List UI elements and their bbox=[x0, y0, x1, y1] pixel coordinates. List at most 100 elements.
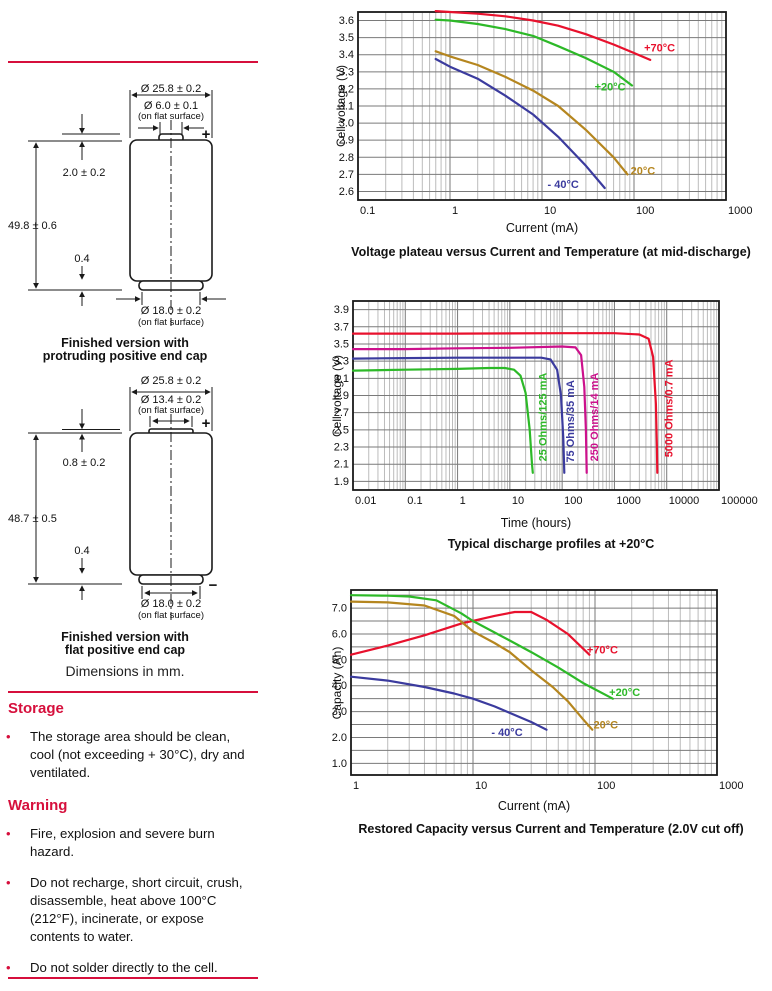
dim-cap-diameter-note: (on flat surface) bbox=[138, 111, 204, 122]
series-curve bbox=[349, 675, 548, 731]
x-tick-label: 0.01 bbox=[355, 495, 376, 507]
bullet-icon: • bbox=[6, 875, 11, 890]
figure2-caption-line2: flat positive end cap bbox=[64, 643, 186, 657]
list-item: • Do not solder directly to the cell. bbox=[6, 959, 254, 977]
dim-cap-diameter: Ø 13.4 ± 0.2 bbox=[141, 394, 201, 406]
chart3-title: Restored Capacity versus Current and Tem… bbox=[358, 822, 744, 836]
y-tick-label: 1.0 bbox=[332, 758, 347, 770]
figure1-caption-line2: protruding positive end cap bbox=[42, 349, 208, 363]
bullet-icon: • bbox=[6, 729, 11, 744]
y-tick-label: 3.5 bbox=[334, 338, 349, 350]
dim-outer-diameter: Ø 25.8 ± 0.2 bbox=[141, 375, 201, 387]
warning-heading: Warning bbox=[8, 797, 68, 814]
figure2-caption-line1: Finished version with bbox=[61, 630, 189, 644]
storage-list: • The storage area should be clean, cool… bbox=[6, 728, 254, 795]
chart3-x-axis-label: Current (mA) bbox=[497, 799, 571, 813]
list-item: • Do not recharge, short circuit, crush,… bbox=[6, 874, 254, 946]
y-tick-label: 7.0 bbox=[332, 603, 347, 615]
x-tick-label: 0.1 bbox=[407, 495, 422, 507]
x-tick-label: 100000 bbox=[721, 495, 758, 507]
bottom-rule bbox=[8, 977, 258, 979]
dim-base-step: 0.4 bbox=[74, 545, 89, 557]
dim-base-diameter-note: (on flat surface) bbox=[138, 610, 204, 621]
y-tick-label: 2.0 bbox=[332, 732, 347, 744]
list-item: • Fire, explosion and severe burn hazard… bbox=[6, 825, 254, 861]
plus-terminal-sign: + bbox=[202, 126, 211, 143]
y-tick-label: 3.4 bbox=[339, 49, 354, 61]
dimensions-note: Dimensions in mm. bbox=[65, 663, 185, 679]
y-tick-label: 3.0 bbox=[339, 118, 354, 130]
storage-heading: Storage bbox=[8, 700, 64, 717]
list-item: • The storage area should be clean, cool… bbox=[6, 728, 254, 782]
series-curve bbox=[351, 366, 534, 474]
series-curve bbox=[434, 50, 629, 176]
x-tick-label: 1000 bbox=[719, 780, 743, 792]
x-tick-label: 1 bbox=[460, 495, 466, 507]
y-tick-label: 2.5 bbox=[334, 424, 349, 436]
y-tick-label: 2.9 bbox=[334, 390, 349, 402]
battery-figure-flat: Ø 25.8 ± 0.2 Ø 13.4 ± 0.2 (on flat surfa… bbox=[8, 375, 218, 621]
x-tick-label: 100 bbox=[597, 780, 615, 792]
y-tick-label: 2.8 bbox=[339, 152, 354, 164]
dim-base-diameter: Ø 18.0 ± 0.2 bbox=[141, 598, 201, 610]
x-tick-label: 1000 bbox=[728, 205, 752, 216]
chart2-title: Typical discharge profiles at +20°C bbox=[447, 537, 655, 551]
y-tick-label: 3.2 bbox=[339, 83, 354, 95]
series-label: +70°C bbox=[587, 644, 618, 656]
series-label: - 20°C bbox=[624, 165, 655, 177]
storage-rule bbox=[8, 691, 258, 693]
y-tick-label: 2.1 bbox=[334, 459, 349, 471]
series-curve bbox=[349, 594, 614, 700]
series-label: +20°C bbox=[595, 82, 626, 94]
y-tick-label: 1.9 bbox=[334, 476, 349, 488]
discharge-profiles-chart: 0.01 0.1 1 10 100 1000 10000 100000 1.9 2.1 2.3 2.5… bbox=[334, 300, 758, 507]
figure2-caption: Finished version with flat positive end … bbox=[0, 631, 250, 657]
series-curve bbox=[351, 345, 588, 474]
y-tick-label: 6.0 bbox=[332, 628, 347, 640]
y-tick-label: 2.9 bbox=[339, 135, 354, 147]
y-tick-label: 3.7 bbox=[334, 321, 349, 333]
warning-list: • Fire, explosion and severe burn hazard… bbox=[6, 825, 254, 990]
battery-figure-protruding: Ø 25.8 ± 0.2 Ø 6.0 ± 0.1 (on flat surfac… bbox=[8, 83, 226, 328]
y-tick-label: 5.0 bbox=[332, 654, 347, 666]
x-tick-label: 100 bbox=[564, 495, 582, 507]
dim-cap-diameter-note: (on flat surface) bbox=[138, 405, 204, 416]
plot-border bbox=[352, 300, 720, 491]
x-tick-label: 100 bbox=[636, 205, 654, 216]
x-tick-label: 10 bbox=[512, 495, 524, 507]
series-label: - 40°C bbox=[548, 179, 579, 191]
restored-capacity-chart: 1 10 100 1000 1.0 2.0 3.0 4.0 5.0 6.0 7.0 +70°C +20°… bbox=[332, 589, 743, 792]
y-tick-label: 2.3 bbox=[334, 442, 349, 454]
x-tick-label: 1 bbox=[452, 205, 458, 216]
battery-outline bbox=[28, 387, 213, 620]
y-tick-label: 3.9 bbox=[334, 304, 349, 316]
y-tick-label: 3.6 bbox=[339, 15, 354, 27]
figure1-caption-line1: Finished version with bbox=[61, 336, 189, 350]
plot-border bbox=[350, 589, 718, 776]
dim-cap-height: 2.0 ± 0.2 bbox=[63, 167, 106, 179]
y-tick-label: 2.7 bbox=[334, 407, 349, 419]
chart2-x-axis-label: Time (hours) bbox=[500, 516, 572, 530]
y-tick-label: 4.0 bbox=[332, 680, 347, 692]
dim-outer-diameter: Ø 25.8 ± 0.2 bbox=[141, 83, 201, 95]
series-label: - 20°C bbox=[587, 719, 618, 731]
voltage-plateau-chart: 0.1 1 10 100 1000 2.6 2.7 2.8 2.9 3.0 3.1 3.2 3.3 3.4… bbox=[339, 10, 752, 216]
series-curve bbox=[434, 57, 606, 190]
dim-base-diameter: Ø 18.0 ± 0.2 bbox=[141, 305, 201, 317]
x-tick-label: 1000 bbox=[616, 495, 640, 507]
dim-cap-diameter: Ø 6.0 ± 0.1 bbox=[144, 100, 198, 112]
warning-bullet-text: Fire, explosion and severe burn hazard. bbox=[30, 826, 215, 859]
top-rule bbox=[8, 61, 258, 63]
storage-bullet-text: The storage area should be clean, cool (… bbox=[30, 729, 245, 780]
bullet-icon: • bbox=[6, 826, 11, 841]
series-curve bbox=[351, 356, 566, 474]
warning-bullet-text: Do not recharge, short circuit, crush, d… bbox=[30, 875, 243, 944]
y-tick-label: 2.7 bbox=[339, 169, 354, 181]
battery-outline bbox=[28, 90, 226, 326]
warning-bullet-text: Do not solder directly to the cell. bbox=[30, 960, 218, 975]
series-label: 25 Ohms/125 mA bbox=[537, 373, 549, 462]
x-tick-label: 1 bbox=[353, 780, 359, 792]
plus-terminal-sign: + bbox=[202, 415, 211, 432]
series-label: +70°C bbox=[644, 42, 675, 54]
